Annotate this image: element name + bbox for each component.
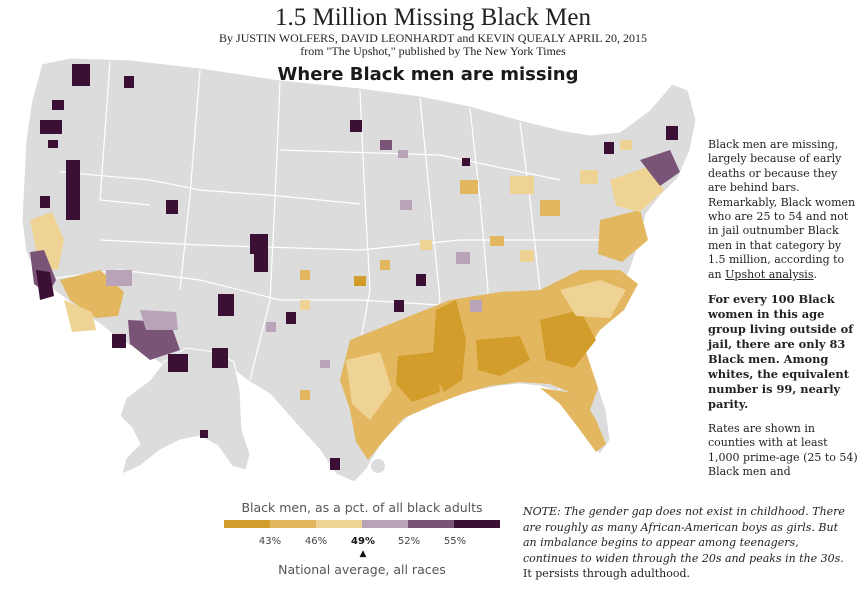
legend-tick: 43% <box>258 536 282 547</box>
average-arrow-icon: ▲ <box>359 549 367 559</box>
county-cluster-midatlantic <box>610 166 664 212</box>
scattered-counties <box>266 140 632 400</box>
note-text: NOTE: The gender gap does not exist in c… <box>523 504 848 582</box>
legend-title: Black men, as a pct. of all black adults <box>241 500 483 515</box>
southeast-counties <box>340 150 680 460</box>
side-intro-period: . <box>813 267 817 281</box>
west-coast-counties <box>30 212 180 360</box>
county-cluster-east-texas <box>346 352 392 420</box>
county-cluster-georgia <box>540 310 596 368</box>
legend-average-label: National average, all races <box>278 562 446 577</box>
side-annotation: Black men are missing, largely because o… <box>708 138 858 490</box>
map-title: Where Black men are missing <box>277 64 579 85</box>
legend-swatch <box>316 520 362 528</box>
county-cluster-coast-dark <box>36 270 54 300</box>
county-cluster-la <box>64 300 96 332</box>
county-cluster-alabama-blackbelt <box>476 336 530 376</box>
highest-share-counties <box>40 64 678 470</box>
byline: By JUSTIN WOLFERS, DAVID LEONHARDT and K… <box>219 31 647 45</box>
source-line: from "The Upshot," published by The New … <box>300 44 566 58</box>
page-title: 1.5 Million Missing Black Men <box>275 4 591 31</box>
county-cluster-mississippi-delta <box>432 300 466 392</box>
side-paragraph-stat: For every 100 Black women in this age gr… <box>708 292 854 412</box>
note-regular: It persists through adulthood. <box>523 567 691 580</box>
legend-swatch <box>362 520 408 528</box>
legend-swatch <box>224 520 270 528</box>
note-italic: NOTE: The gender gap does not exist in c… <box>523 505 845 565</box>
county-cluster-arizona-light <box>140 310 178 330</box>
legend-swatch <box>270 520 316 528</box>
legend-swatch <box>454 520 500 528</box>
upshot-analysis-link[interactable]: Upshot analysis <box>725 267 814 281</box>
legend-tick: 46% <box>304 536 328 547</box>
legend-tick: 55% <box>443 536 467 547</box>
legend-tick-average: 49% <box>351 536 375 547</box>
county-cluster-louisiana <box>396 352 440 402</box>
alaska-land <box>119 347 251 475</box>
legend-swatch <box>408 520 454 528</box>
side-paragraph-intro: Black men are missing, largely because o… <box>708 138 858 282</box>
county-cluster-carolinas <box>560 280 626 318</box>
side-paragraph-method: Rates are shown in counties with at leas… <box>708 422 858 479</box>
hawaii-land <box>337 444 385 473</box>
county-nevada-light <box>106 270 132 286</box>
side-intro-text: Black men are missing, largely because o… <box>708 138 856 281</box>
county-cluster-virginia <box>598 210 648 262</box>
county-cluster-florida <box>540 388 606 452</box>
legend-color-scale <box>224 520 500 528</box>
legend-tick: 52% <box>397 536 421 547</box>
county-cluster-northeast-purple <box>640 150 680 186</box>
